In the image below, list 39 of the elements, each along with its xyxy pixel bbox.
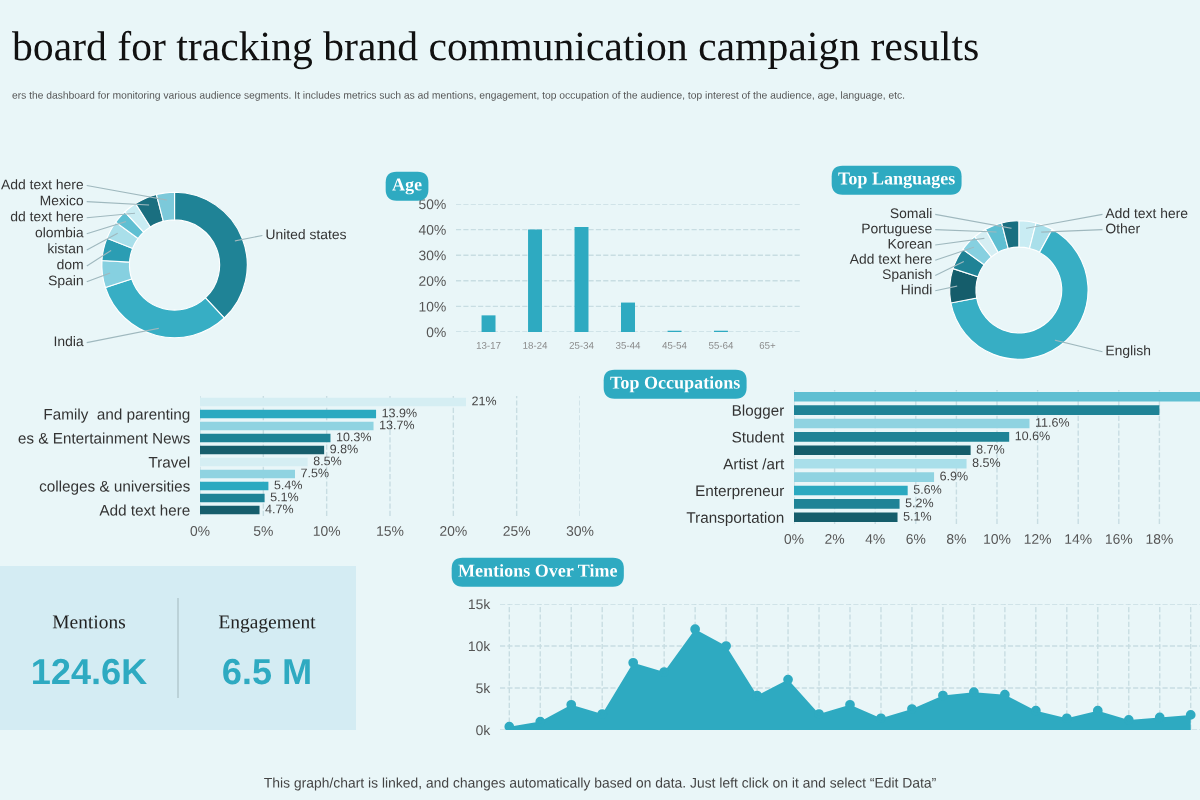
bar <box>528 229 542 332</box>
chart-title: Top Occupations <box>610 376 740 393</box>
bar <box>200 493 265 503</box>
text: 124.6K <box>33 658 147 685</box>
bar <box>794 458 967 469</box>
bar <box>200 481 269 491</box>
text: board for tracking brand communication campaign results <box>12 30 978 70</box>
bar <box>200 421 374 431</box>
bar <box>794 485 908 496</box>
category-label: Engagement <box>218 615 316 633</box>
bar <box>794 512 898 523</box>
bar <box>794 499 900 509</box>
point <box>628 657 639 668</box>
bar <box>200 457 308 467</box>
bar <box>200 397 466 407</box>
bar <box>200 409 377 419</box>
bar <box>794 391 1200 402</box>
bar <box>794 432 1010 442</box>
bar <box>200 433 331 443</box>
bar <box>200 469 295 479</box>
chart-title: Mentions Over Time <box>458 564 618 577</box>
point <box>690 624 700 635</box>
chart-title: Age <box>392 178 422 195</box>
bar <box>481 315 496 332</box>
text: 6.5 M <box>223 658 310 685</box>
point <box>504 721 515 730</box>
point <box>721 641 731 651</box>
bar <box>794 418 1030 429</box>
bar <box>200 445 325 455</box>
bar <box>200 505 260 515</box>
point <box>1185 710 1196 720</box>
donut-slice <box>950 228 1089 360</box>
chart-title: Top Languages <box>838 172 955 189</box>
bar <box>794 445 971 456</box>
category-label: Mentions <box>52 615 126 629</box>
bar <box>574 227 589 332</box>
bar <box>621 302 635 332</box>
bar <box>794 472 935 482</box>
bar <box>794 405 1160 415</box>
